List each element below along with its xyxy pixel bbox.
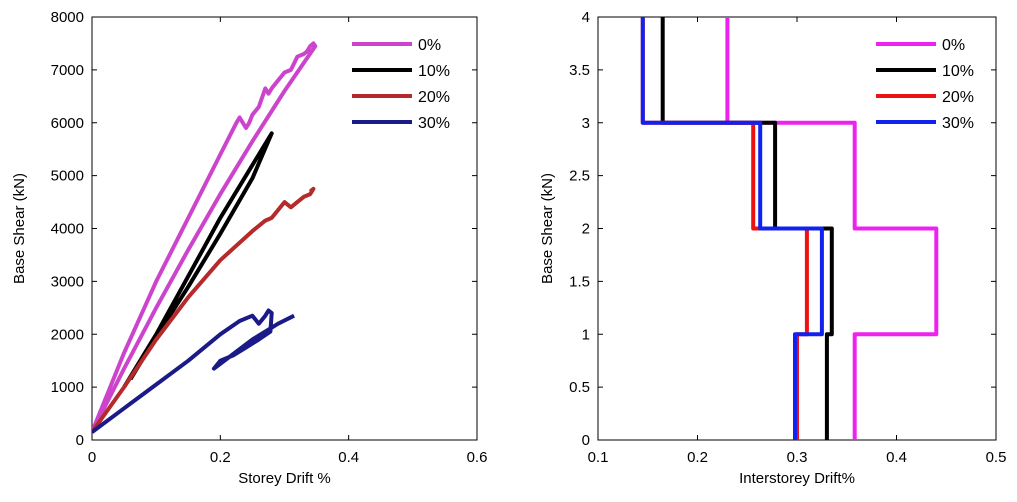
series-line-30pct xyxy=(92,308,295,434)
x-tick-label: 0 xyxy=(88,449,96,466)
y-tick-label: 4 xyxy=(582,9,590,26)
x-tick-label: 0.4 xyxy=(338,449,359,466)
y-tick-label: 4000 xyxy=(51,221,84,238)
x-tick-label: 0.2 xyxy=(210,449,231,466)
x-tick-label: 0.3 xyxy=(787,449,808,466)
x-tick-label: 0.6 xyxy=(467,449,488,466)
legend-label: 10% xyxy=(942,63,974,80)
chart-panel-2: 0.1 0.2 0.3 0.4 0.5 0 0.5 1 1.5 2 2.5 3 3.5 4 Intersto… xyxy=(539,9,1006,487)
x-tick-label: 0.5 xyxy=(986,449,1007,466)
y-tick-label: 0.5 xyxy=(569,379,590,396)
series-line-20pct xyxy=(92,186,316,434)
legend-label: 30% xyxy=(418,115,450,132)
series-line-0pct xyxy=(92,41,318,434)
y-tick-label: 2000 xyxy=(51,326,84,343)
series-line-10pct xyxy=(122,131,274,389)
y-tick-label: 5000 xyxy=(51,168,84,185)
y-tick-label: 3 xyxy=(582,115,590,132)
chart-panel-1: 0 0.2 0.4 0.6 0 1000 2000 3000 4000 5000 6000 7000 8… xyxy=(11,9,487,487)
y-tick-label: 8000 xyxy=(51,9,84,26)
legend-label: 10% xyxy=(418,63,450,80)
y-tick-label: 3000 xyxy=(51,273,84,290)
y-axis-label: Base Shear (kN) xyxy=(539,173,556,284)
legend-label: 0% xyxy=(942,37,965,54)
x-axis-label: Storey Drift % xyxy=(238,470,331,487)
legend-label: 20% xyxy=(942,89,974,106)
x-tick-label: 0.2 xyxy=(687,449,708,466)
y-tick-label: 6000 xyxy=(51,115,84,132)
y-axis-label: Base Shear (kN) xyxy=(11,173,28,284)
legend-label: 0% xyxy=(418,37,441,54)
y-tick-label: 0 xyxy=(582,432,590,449)
y-tick-label: 2.5 xyxy=(569,168,590,185)
y-tick-label: 1.5 xyxy=(569,273,590,290)
series-line-30pct xyxy=(640,17,824,440)
legend-label: 30% xyxy=(942,115,974,132)
y-tick-label: 0 xyxy=(76,432,84,449)
x-tick-label: 0.1 xyxy=(588,449,609,466)
y-tick-label: 7000 xyxy=(51,62,84,79)
plot-area xyxy=(91,16,478,441)
y-tick-label: 2 xyxy=(582,221,590,238)
x-axis-label: Interstorey Drift% xyxy=(739,470,855,487)
x-tick-label: 0.4 xyxy=(886,449,907,466)
y-tick-label: 1 xyxy=(582,326,590,343)
y-tick-label: 1000 xyxy=(51,379,84,396)
y-tick-label: 3.5 xyxy=(569,62,590,79)
legend-label: 20% xyxy=(418,89,450,106)
